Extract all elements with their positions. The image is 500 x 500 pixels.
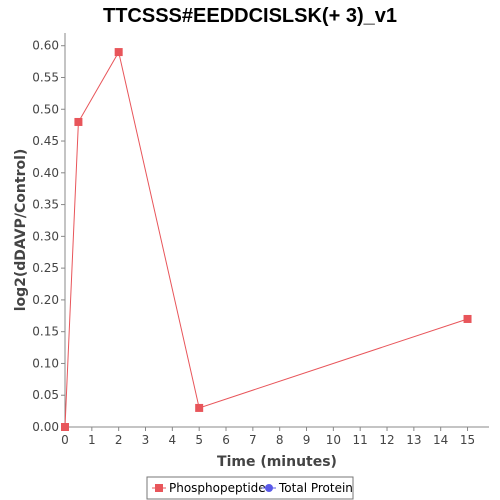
x-tick-label: 7	[249, 433, 257, 447]
x-tick-label: 15	[460, 433, 475, 447]
data-point	[463, 314, 472, 323]
x-axis-label: Time (minutes)	[217, 454, 337, 470]
x-tick-label: 11	[353, 433, 368, 447]
legend-label: Phosphopeptide	[169, 481, 266, 495]
x-axis-ticks: 0 1 2 3 4 5 6 7 8 9 10 11 12 13 14 15	[61, 427, 475, 447]
x-tick-label: 10	[326, 433, 341, 447]
x-tick-label: 0	[61, 433, 69, 447]
series-layer	[61, 48, 472, 431]
plot-area	[65, 33, 489, 427]
x-tick-label: 12	[379, 433, 394, 447]
x-tick-label: 3	[142, 433, 150, 447]
x-tick-label: 13	[406, 433, 421, 447]
y-axis-ticks: 0.00 0.05 0.10 0.15 0.20 0.25 0.30 0.35 0.40 0.45…	[32, 39, 65, 434]
y-tick-label: 0.45	[32, 134, 59, 148]
y-tick-label: 0.20	[32, 293, 59, 307]
y-axis-label: log2(dDAVP/Control)	[13, 149, 29, 312]
x-tick-label: 5	[195, 433, 203, 447]
legend-box	[146, 476, 354, 500]
legend-marker	[155, 484, 163, 492]
y-tick-label: 0.15	[32, 325, 59, 339]
y-tick-label: 0.35	[32, 198, 59, 212]
y-tick-label: 0.25	[32, 261, 59, 275]
legend-marker	[265, 484, 273, 492]
y-tick-label: 0.05	[32, 388, 59, 402]
chart-title: TTCSSS#EEDDCISLSK(+ 3)_v1	[103, 5, 397, 27]
x-tick-label: 6	[222, 433, 230, 447]
x-tick-label: 8	[276, 433, 284, 447]
data-point	[114, 48, 123, 57]
y-tick-label: 0.40	[32, 166, 59, 180]
y-tick-label: 0.50	[32, 102, 59, 116]
y-tick-label: 0.00	[32, 420, 59, 434]
y-tick-label: 0.30	[32, 229, 59, 243]
data-point	[195, 403, 204, 412]
legend-label: Total Protein	[278, 481, 353, 495]
x-tick-label: 2	[115, 433, 123, 447]
y-tick-label: 0.10	[32, 356, 59, 370]
x-tick-label: 4	[169, 433, 177, 447]
x-tick-label: 9	[303, 433, 311, 447]
data-point	[74, 117, 83, 126]
y-tick-label: 0.60	[32, 39, 59, 53]
legend: Phosphopeptide Total Protein	[146, 476, 354, 500]
data-point	[61, 423, 69, 431]
x-tick-label: 1	[88, 433, 96, 447]
y-tick-label: 0.55	[32, 70, 59, 84]
x-tick-label: 14	[433, 433, 448, 447]
